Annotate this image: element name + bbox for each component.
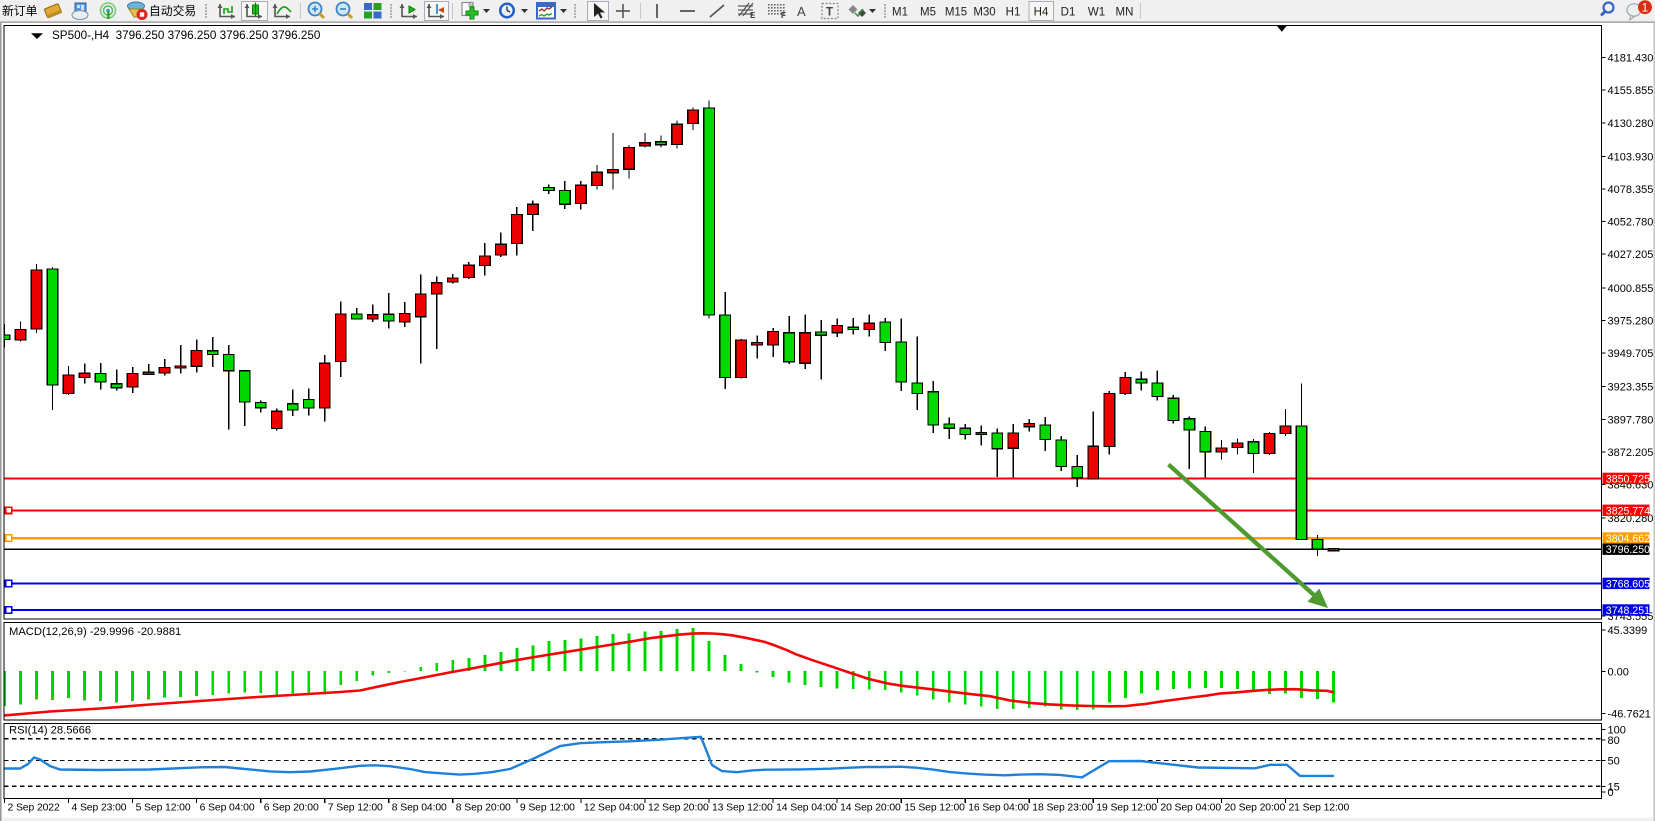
svg-text:E: E [750,11,756,20]
svg-text:18 Sep 23:00: 18 Sep 23:00 [1032,803,1093,814]
svg-text:0.00: 0.00 [1608,666,1629,678]
svg-text:3748.251: 3748.251 [1606,605,1650,617]
svg-text:100: 100 [1608,725,1626,737]
svg-text:D1: D1 [1061,7,1076,19]
svg-text:3923.355: 3923.355 [1608,382,1654,394]
svg-text:-46.7621: -46.7621 [1608,709,1651,721]
svg-text:3975.280: 3975.280 [1608,316,1654,328]
svg-text:4103.930: 4103.930 [1608,151,1654,163]
svg-text:20 Sep 20:00: 20 Sep 20:00 [1225,803,1286,814]
svg-text:W1: W1 [1088,7,1105,19]
svg-text:45.3399: 45.3399 [1608,625,1648,637]
svg-text:80: 80 [1608,735,1620,747]
svg-text:3820.280: 3820.280 [1608,513,1654,525]
svg-text:3897.780: 3897.780 [1608,414,1654,426]
svg-text:50: 50 [1608,755,1620,767]
svg-text:8 Sep 20:00: 8 Sep 20:00 [456,803,511,814]
svg-text:M1: M1 [892,7,908,19]
svg-text:自动交易: 自动交易 [149,4,196,18]
svg-text:4027.205: 4027.205 [1608,249,1654,261]
svg-text:3872.205: 3872.205 [1608,447,1654,459]
svg-text:9 Sep 12:00: 9 Sep 12:00 [520,803,575,814]
svg-text:MN: MN [1116,7,1134,19]
svg-text:新订单: 新订单 [2,4,38,18]
svg-text:SP500-,H4 3796.250 3796.250 3: SP500-,H4 3796.250 3796.250 3796.250 379… [52,29,321,42]
svg-text:3804.662: 3804.662 [1606,533,1650,545]
svg-text:3796.250: 3796.250 [1606,544,1650,556]
svg-text:3949.705: 3949.705 [1608,348,1654,360]
svg-text:12 Sep 04:00: 12 Sep 04:00 [584,803,645,814]
svg-text:8 Sep 04:00: 8 Sep 04:00 [392,803,447,814]
svg-text:14 Sep 20:00: 14 Sep 20:00 [840,803,901,814]
svg-text:RSI(14) 28.5666: RSI(14) 28.5666 [9,725,91,737]
svg-text:M15: M15 [945,7,967,19]
svg-text:4052.780: 4052.780 [1608,217,1654,229]
svg-text:2 Sep 2022: 2 Sep 2022 [8,803,60,814]
svg-text:4181.430: 4181.430 [1608,53,1654,65]
svg-text:A: A [797,4,806,19]
svg-text:3825.774: 3825.774 [1606,505,1650,517]
svg-text:15 Sep 12:00: 15 Sep 12:00 [904,803,965,814]
svg-text:16 Sep 04:00: 16 Sep 04:00 [968,803,1029,814]
svg-text:M5: M5 [920,7,936,19]
svg-text:4000.855: 4000.855 [1608,283,1654,295]
svg-text:21 Sep 12:00: 21 Sep 12:00 [1289,803,1350,814]
svg-text:1: 1 [1642,2,1648,14]
svg-text:14 Sep 04:00: 14 Sep 04:00 [776,803,837,814]
svg-text:H1: H1 [1006,7,1021,19]
svg-text:15: 15 [1608,781,1620,793]
svg-text:12 Sep 20:00: 12 Sep 20:00 [648,803,709,814]
svg-text:7 Sep 12:00: 7 Sep 12:00 [328,803,383,814]
svg-text:F: F [781,11,786,20]
svg-text:4078.355: 4078.355 [1608,184,1654,196]
svg-text:3768.605: 3768.605 [1606,578,1650,590]
svg-text:5 Sep 12:00: 5 Sep 12:00 [136,803,191,814]
svg-text:M30: M30 [973,7,995,19]
svg-text:13 Sep 12:00: 13 Sep 12:00 [712,803,773,814]
svg-text:T: T [826,7,833,19]
svg-text:4130.280: 4130.280 [1608,118,1654,130]
svg-text:4155.855: 4155.855 [1608,85,1654,97]
svg-text:0: 0 [1608,787,1614,799]
svg-text:6 Sep 04:00: 6 Sep 04:00 [200,803,255,814]
svg-text:H4: H4 [1034,7,1049,19]
svg-text:3850.725: 3850.725 [1606,473,1650,485]
svg-text:MACD(12,26,9) -29.9996 -20.988: MACD(12,26,9) -29.9996 -20.9881 [9,626,181,638]
svg-text:4 Sep 23:00: 4 Sep 23:00 [72,803,127,814]
svg-text:6 Sep 20:00: 6 Sep 20:00 [264,803,319,814]
svg-text:19 Sep 12:00: 19 Sep 12:00 [1096,803,1157,814]
svg-text:20 Sep 04:00: 20 Sep 04:00 [1160,803,1221,814]
